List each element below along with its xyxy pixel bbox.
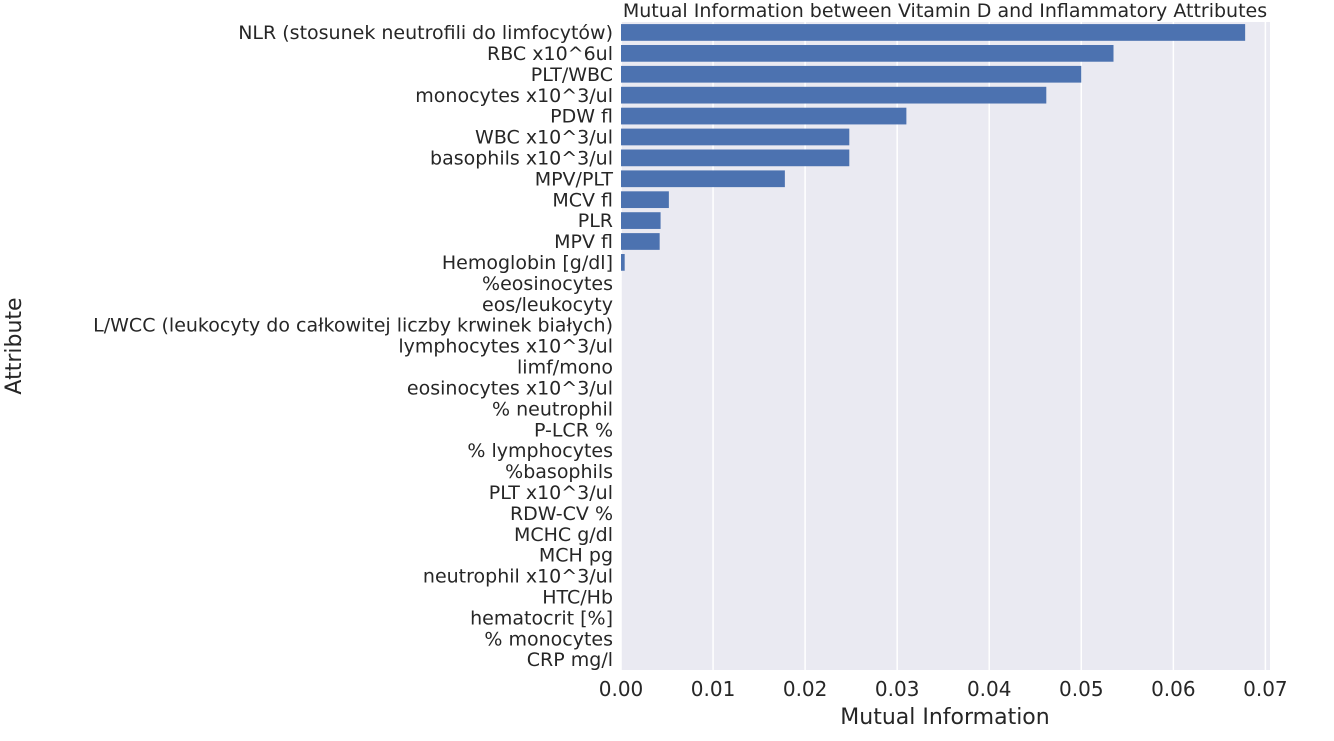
category-label: MPV fl xyxy=(554,231,613,253)
bar xyxy=(621,128,850,146)
category-label: PLR xyxy=(578,210,613,232)
category-label: MCV fl xyxy=(552,189,613,211)
category-label: hematocrit [%] xyxy=(470,607,613,629)
category-label: P-LCR % xyxy=(534,419,613,441)
category-label: PDW fl xyxy=(550,106,613,128)
x-tick-label: 0.06 xyxy=(1151,677,1196,701)
category-label: CRP mg/l xyxy=(527,649,613,671)
category-label: lymphocytes x10^3/ul xyxy=(398,336,613,358)
category-label: RDW-CV % xyxy=(510,503,613,525)
category-label: HTC/Hb xyxy=(542,586,613,608)
category-label: %eosinocytes xyxy=(482,273,613,295)
x-tick-label: 0.05 xyxy=(1059,677,1104,701)
bar xyxy=(621,170,785,188)
category-labels: NLR (stosunek neutrofili do limfocytów)R… xyxy=(93,22,613,671)
x-tick-label: 0.07 xyxy=(1243,677,1288,701)
category-label: NLR (stosunek neutrofili do limfocytów) xyxy=(238,22,613,44)
x-tick-label: 0.00 xyxy=(599,677,644,701)
category-label: PLT/WBC xyxy=(531,64,613,86)
bar xyxy=(621,212,661,229)
bar xyxy=(621,86,1047,104)
y-axis-title: Attribute xyxy=(2,297,27,394)
x-tick-label: 0.01 xyxy=(691,677,736,701)
x-tick-labels: 0.00 0.01 0.02 0.03 0.04 0.05 0.06 0.07 xyxy=(599,677,1288,701)
x-axis-title: Mutual Information xyxy=(840,705,1049,730)
bar xyxy=(621,24,1246,41)
category-label: RBC x10^6ul xyxy=(487,43,613,65)
category-label: basophils x10^3/ul xyxy=(430,148,613,170)
bar xyxy=(621,44,1114,62)
category-label: eos/leukocyty xyxy=(482,294,613,316)
bar xyxy=(621,233,660,250)
category-label: % lymphocytes xyxy=(467,440,613,462)
bar xyxy=(621,65,1082,83)
category-label: monocytes x10^3/ul xyxy=(415,85,613,107)
x-tick-label: 0.04 xyxy=(967,677,1012,701)
bar xyxy=(621,149,850,167)
category-label: MCH pg xyxy=(539,545,613,567)
category-label: MPV/PLT xyxy=(535,168,614,190)
category-label: eosinocytes x10^3/ul xyxy=(407,377,613,399)
bar xyxy=(621,107,907,125)
category-label: %basophils xyxy=(505,461,613,483)
category-label: neutrophil x10^3/ul xyxy=(423,566,613,588)
category-label: PLT x10^3/ul xyxy=(489,482,613,504)
x-tick-label: 0.02 xyxy=(783,677,828,701)
x-tick-label: 0.03 xyxy=(875,677,920,701)
category-label: Hemoglobin [g/dl] xyxy=(442,252,613,274)
category-label: limf/mono xyxy=(517,357,613,379)
bar xyxy=(621,254,625,271)
bars xyxy=(621,24,1246,271)
category-label: % neutrophil xyxy=(492,398,613,420)
category-label: WBC x10^3/ul xyxy=(475,127,613,149)
category-label: MCHC g/dl xyxy=(514,524,613,546)
category-label: L/WCC (leukocyty do całkowitej liczby kr… xyxy=(93,315,613,337)
bar xyxy=(621,191,669,209)
category-label: % monocytes xyxy=(484,628,613,650)
chart-title: Mutual Information between Vitamin D and… xyxy=(623,0,1267,22)
